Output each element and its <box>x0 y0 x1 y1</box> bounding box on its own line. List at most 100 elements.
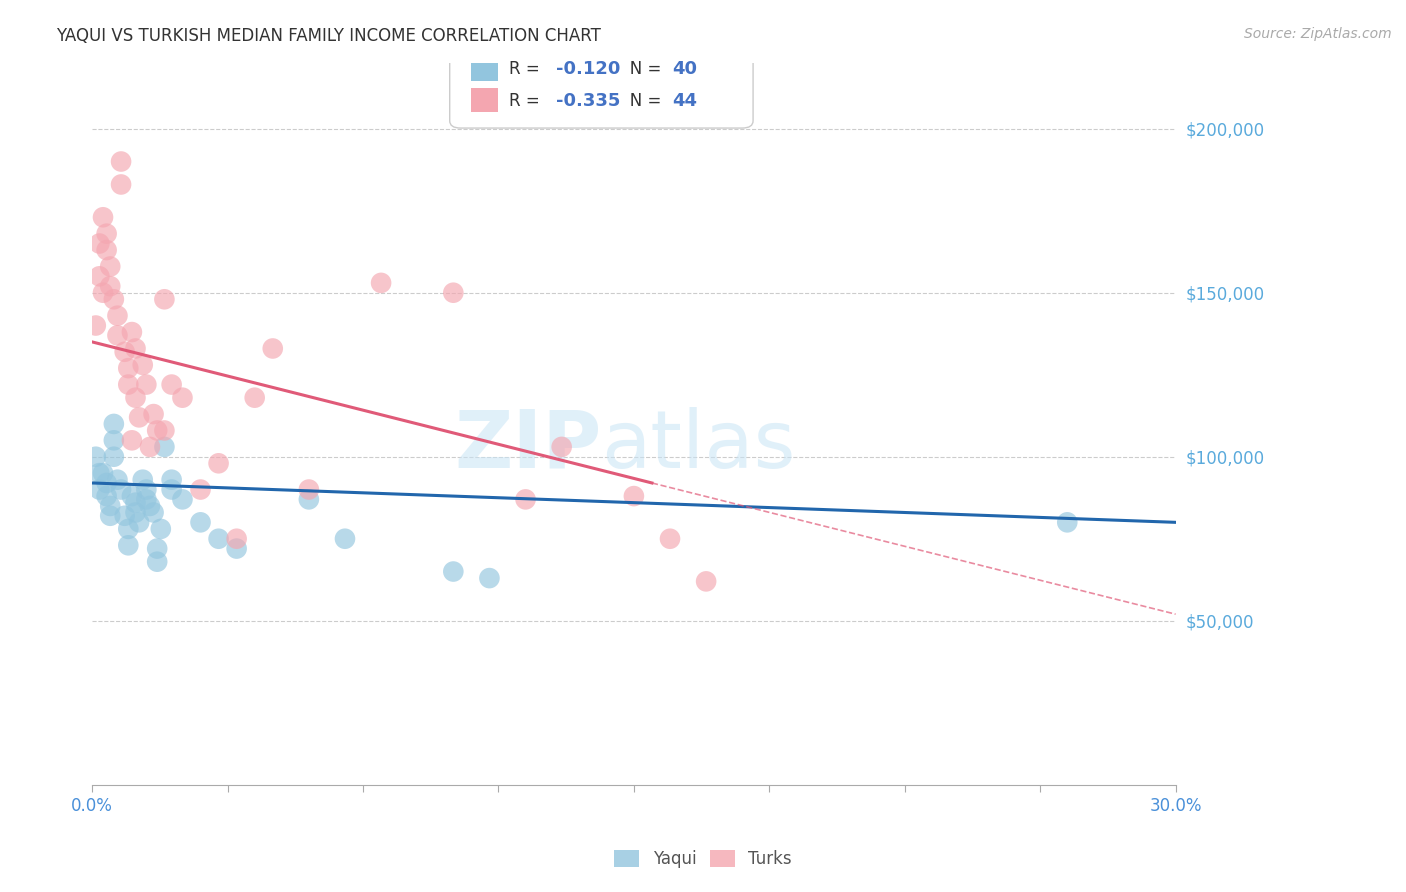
Point <box>172 391 194 405</box>
Point <box>107 328 129 343</box>
Point <box>124 391 146 405</box>
Point <box>103 434 125 448</box>
Point <box>91 285 114 300</box>
Point <box>695 574 717 589</box>
Point <box>146 424 169 438</box>
Point <box>1056 516 1078 530</box>
Point <box>91 211 114 225</box>
Point <box>146 541 169 556</box>
Point <box>124 342 146 356</box>
Point <box>262 342 284 356</box>
Text: -0.120: -0.120 <box>555 60 620 78</box>
Text: 44: 44 <box>672 92 697 110</box>
Point <box>243 391 266 405</box>
Point <box>114 344 136 359</box>
Text: N =: N = <box>614 92 666 110</box>
Point <box>124 506 146 520</box>
Point <box>98 279 121 293</box>
FancyBboxPatch shape <box>471 88 499 112</box>
FancyBboxPatch shape <box>471 57 499 81</box>
Point <box>89 269 111 284</box>
FancyBboxPatch shape <box>450 41 754 128</box>
Point <box>128 516 150 530</box>
Point <box>89 236 111 251</box>
Point <box>478 571 501 585</box>
Point <box>121 434 143 448</box>
Point <box>103 293 125 307</box>
Point <box>89 483 111 497</box>
Point <box>98 508 121 523</box>
Point <box>515 492 537 507</box>
Text: 40: 40 <box>672 60 697 78</box>
Text: YAQUI VS TURKISH MEDIAN FAMILY INCOME CORRELATION CHART: YAQUI VS TURKISH MEDIAN FAMILY INCOME CO… <box>56 27 602 45</box>
Point <box>89 466 111 480</box>
Text: R =: R = <box>509 92 546 110</box>
Point <box>96 489 118 503</box>
Point <box>659 532 682 546</box>
Point <box>441 285 464 300</box>
Point <box>96 227 118 241</box>
Text: -0.335: -0.335 <box>555 92 620 110</box>
Point <box>333 532 356 546</box>
Text: Source: ZipAtlas.com: Source: ZipAtlas.com <box>1244 27 1392 41</box>
Point <box>142 407 165 421</box>
Point <box>121 325 143 339</box>
Text: R =: R = <box>509 60 546 78</box>
Legend: Yaqui, Turks: Yaqui, Turks <box>607 843 799 875</box>
Point <box>149 522 172 536</box>
Point <box>139 499 162 513</box>
Point <box>128 410 150 425</box>
Point <box>124 496 146 510</box>
Point <box>225 532 247 546</box>
Point <box>96 243 118 257</box>
Point <box>132 473 155 487</box>
Point <box>190 516 212 530</box>
Point <box>153 440 176 454</box>
Point <box>225 541 247 556</box>
Point <box>160 483 183 497</box>
Point <box>110 154 132 169</box>
Point <box>132 358 155 372</box>
Point <box>103 450 125 464</box>
Point <box>117 361 139 376</box>
Point <box>117 538 139 552</box>
Point <box>98 260 121 274</box>
Point <box>298 483 321 497</box>
Point <box>146 555 169 569</box>
Point <box>160 473 183 487</box>
Point <box>96 475 118 490</box>
Text: N =: N = <box>614 60 666 78</box>
Point <box>207 532 229 546</box>
Point <box>298 492 321 507</box>
Point <box>172 492 194 507</box>
Point <box>370 276 392 290</box>
Point <box>441 565 464 579</box>
Point <box>107 309 129 323</box>
Point <box>623 489 645 503</box>
Point <box>114 508 136 523</box>
Point <box>84 450 107 464</box>
Point <box>117 377 139 392</box>
Point <box>190 483 212 497</box>
Point <box>153 293 176 307</box>
Point <box>84 318 107 333</box>
Point <box>550 440 572 454</box>
Point <box>98 499 121 513</box>
Point <box>135 483 157 497</box>
Text: atlas: atlas <box>602 407 796 484</box>
Point <box>107 473 129 487</box>
Point <box>135 377 157 392</box>
Point <box>153 424 176 438</box>
Point <box>160 377 183 392</box>
Point <box>135 492 157 507</box>
Point <box>117 522 139 536</box>
Text: ZIP: ZIP <box>454 407 602 484</box>
Point <box>121 489 143 503</box>
Point <box>110 178 132 192</box>
Point <box>142 506 165 520</box>
Point <box>103 417 125 431</box>
Point <box>139 440 162 454</box>
Point <box>207 456 229 470</box>
Point <box>110 483 132 497</box>
Point <box>91 466 114 480</box>
